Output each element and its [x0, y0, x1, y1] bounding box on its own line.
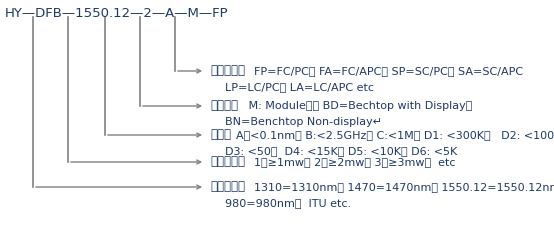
Text: LP=LC/PC； LA=LC/APC etc: LP=LC/PC； LA=LC/APC etc	[225, 82, 374, 92]
Text: D3: <50；  D4: <15K； D5: <10K； D6: <5K: D3: <50； D4: <15K； D5: <10K； D6: <5K	[225, 145, 457, 155]
Text: M: Module，； BD=Bechtop with Display；: M: Module，； BD=Bechtop with Display；	[245, 101, 473, 111]
Text: HY—DFB—1550.12—2—A—M—FP: HY—DFB—1550.12—2—A—M—FP	[5, 7, 229, 20]
Text: 1：≥1mw； 2：≥2mw； 3：≥3mw；  etc: 1：≥1mw； 2：≥2mw； 3：≥3mw； etc	[254, 156, 455, 166]
Text: 中心波长：: 中心波长：	[210, 180, 245, 193]
Text: 接头类型：: 接头类型：	[210, 64, 245, 77]
Text: A：<0.1nm； B:<2.5GHz； C:<1M； D1: <300K；   D2: <100K；: A：<0.1nm； B:<2.5GHz； C:<1M； D1: <300K； D…	[237, 129, 554, 139]
Text: FP=FC/PC； FA=FC/APC； SP=SC/PC； SA=SC/APC: FP=FC/PC； FA=FC/APC； SP=SC/PC； SA=SC/APC	[254, 66, 523, 76]
Text: 980=980nm；  ITU etc.: 980=980nm； ITU etc.	[225, 197, 351, 207]
Text: 封装形式: 封装形式	[210, 99, 238, 112]
Text: 1310=1310nm； 1470=1470nm； 1550.12=1550.12nm；: 1310=1310nm； 1470=1470nm； 1550.12=1550.1…	[254, 181, 554, 191]
Text: 输出功率：: 输出功率：	[210, 155, 245, 168]
Text: 线宽：: 线宽：	[210, 128, 231, 141]
Text: BN=Benchtop Non-display↵: BN=Benchtop Non-display↵	[225, 116, 382, 126]
